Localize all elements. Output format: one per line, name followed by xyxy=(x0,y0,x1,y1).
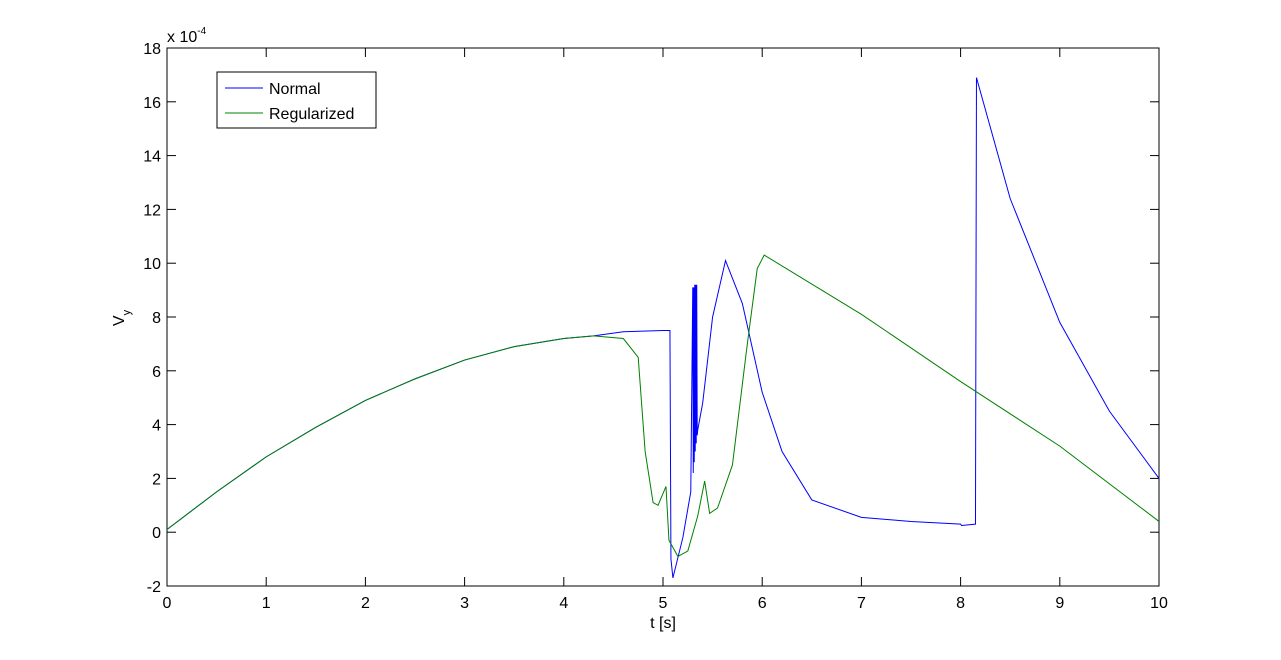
y-axis-label-main: V xyxy=(111,315,128,326)
y-multiplier-exponent: -4 xyxy=(197,26,206,37)
x-tick-label: 7 xyxy=(857,595,866,612)
y-tick-label: 0 xyxy=(152,525,161,542)
data-line xyxy=(166,254,1160,558)
y-multiplier-base: x 10 xyxy=(167,29,197,46)
y-axis-label: Vy xyxy=(111,309,133,326)
x-tick-label: 1 xyxy=(262,595,271,612)
y-tick-label: 8 xyxy=(152,310,161,327)
y-tick-label: 2 xyxy=(152,471,161,488)
x-tick-label: 8 xyxy=(956,595,965,612)
y-tick-label: 18 xyxy=(143,41,161,58)
x-tick-label: 0 xyxy=(163,595,172,612)
x-tick-label: 5 xyxy=(659,595,668,612)
x-tick-label: 6 xyxy=(758,595,767,612)
x-tick-label: 2 xyxy=(361,595,370,612)
legend-box xyxy=(216,71,377,129)
y-multiplier: x 10-4 xyxy=(167,26,207,46)
plot-area xyxy=(166,47,1160,587)
x-tick-label: 3 xyxy=(460,595,469,612)
y-tick-label: 10 xyxy=(143,256,161,273)
x-tick-label: 9 xyxy=(1055,595,1064,612)
x-tick-label: 4 xyxy=(559,595,568,612)
y-tick-label: 14 xyxy=(143,149,161,166)
y-tick-label: 6 xyxy=(152,364,161,381)
y-tick-label: -2 xyxy=(147,579,161,596)
y-axis-label-sub: y xyxy=(121,309,133,315)
x-tick-label: 10 xyxy=(1150,595,1168,612)
x-axis-label: t [s] xyxy=(650,615,676,632)
y-tick-label: 12 xyxy=(143,202,161,219)
legend-label: Normal xyxy=(269,81,321,98)
y-tick-label: 4 xyxy=(152,418,161,435)
legend-label: Regularized xyxy=(269,106,354,123)
y-tick-label: 16 xyxy=(143,95,161,112)
legend: Normal Regularized xyxy=(216,71,377,129)
